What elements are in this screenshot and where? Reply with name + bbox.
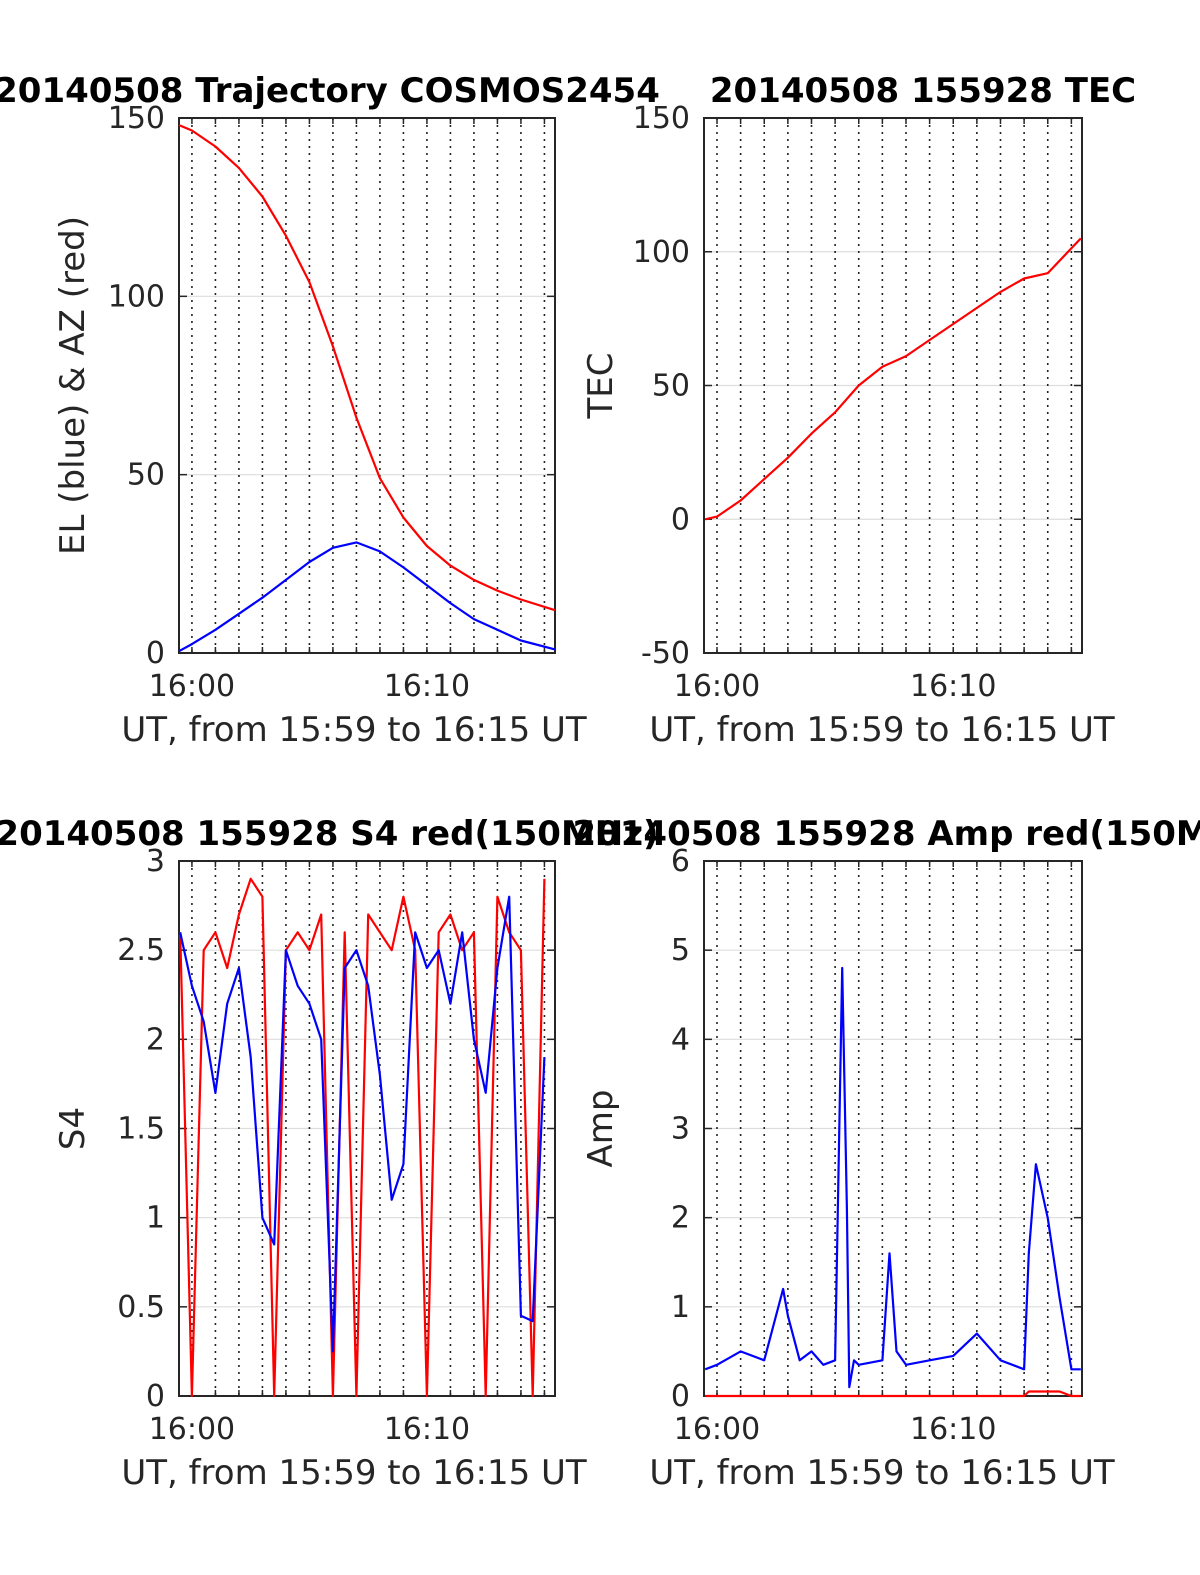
y-tick-label: 2.5 bbox=[117, 933, 165, 968]
x-axis-label: UT, from 15:59 to 16:15 UT bbox=[649, 710, 1115, 750]
x-tick-label: 16:00 bbox=[674, 669, 760, 704]
y-tick-label: 0 bbox=[146, 636, 165, 671]
series-line-2 bbox=[179, 895, 546, 1353]
y-tick-label: 50 bbox=[652, 369, 690, 404]
y-tick-label: 100 bbox=[633, 235, 690, 270]
y-tick-label: 150 bbox=[108, 101, 165, 136]
x-tick-label: 16:10 bbox=[910, 669, 996, 704]
series-line-2 bbox=[178, 541, 556, 653]
chart-title: 20140508 155928 TEC bbox=[710, 71, 1136, 111]
series-line-1 bbox=[179, 877, 546, 1398]
x-axis-label: UT, from 15:59 to 16:15 UT bbox=[121, 710, 587, 750]
y-tick-label: 2 bbox=[671, 1201, 690, 1236]
y-tick-label: 0.5 bbox=[117, 1290, 165, 1325]
x-tick-label: 16:10 bbox=[384, 669, 470, 704]
chart-panel-4: 0 1 2 3 4 5 6 16:00 16:10 20140508 155928 Amp red… bbox=[572, 814, 1200, 1493]
chart-title: 20140508 155928 S4 red(150MHz) bbox=[0, 814, 659, 854]
y-axis-label: S4 bbox=[53, 1107, 93, 1150]
series-line-1 bbox=[705, 1390, 1081, 1398]
y-tick-label: 6 bbox=[671, 844, 690, 879]
x-tick-label: 16:00 bbox=[149, 1412, 235, 1447]
chart-title: 20140508 155928 Amp red(150MHz) bbox=[572, 814, 1200, 854]
chart-title: 20140508 Trajectory COSMOS2454 bbox=[0, 71, 660, 111]
y-tick-label: 5 bbox=[671, 933, 690, 968]
chart-panel-2: -50 0 50 100 150 16:00 16:10 20140508 155928 TE… bbox=[581, 71, 1136, 750]
series-line-1 bbox=[704, 237, 1082, 521]
chart-panel-1: 0 50 100 150 16:00 16:10 20140508 Trajectory C… bbox=[0, 71, 660, 750]
y-tick-label: 1.5 bbox=[117, 1112, 165, 1147]
y-tick-label: 0 bbox=[671, 502, 690, 537]
y-tick-label: 3 bbox=[146, 844, 165, 879]
y-axis-label: TEC bbox=[581, 353, 621, 420]
x-tick-label: 16:00 bbox=[149, 669, 235, 704]
chart-panel-3: 0 0.5 1 1.5 2 2.5 3 16:00 16:10 20140508 155928 S… bbox=[0, 814, 659, 1493]
series-line-2 bbox=[704, 966, 1081, 1389]
y-tick-label: 3 bbox=[671, 1112, 690, 1147]
y-tick-label: 100 bbox=[108, 279, 165, 314]
x-axis-label: UT, from 15:59 to 16:15 UT bbox=[649, 1453, 1115, 1493]
x-axis-label: UT, from 15:59 to 16:15 UT bbox=[121, 1453, 587, 1493]
y-tick-label: 1 bbox=[671, 1290, 690, 1325]
y-tick-label: 0 bbox=[146, 1379, 165, 1414]
x-tick-label: 16:10 bbox=[384, 1412, 470, 1447]
x-tick-label: 16:00 bbox=[674, 1412, 760, 1447]
y-axis-label: EL (blue) & AZ (red) bbox=[53, 216, 93, 555]
y-tick-label: 4 bbox=[671, 1022, 690, 1057]
y-tick-label: 50 bbox=[127, 458, 165, 493]
axes-box bbox=[178, 117, 556, 654]
y-tick-label: 150 bbox=[633, 101, 690, 136]
series-line-1 bbox=[178, 124, 556, 612]
x-tick-label: 16:10 bbox=[910, 1412, 996, 1447]
y-tick-label: 0 bbox=[671, 1379, 690, 1414]
y-tick-label: 2 bbox=[146, 1022, 165, 1057]
y-tick-label: 1 bbox=[146, 1201, 165, 1236]
y-tick-label: -50 bbox=[641, 636, 690, 671]
y-axis-label: Amp bbox=[581, 1090, 621, 1168]
